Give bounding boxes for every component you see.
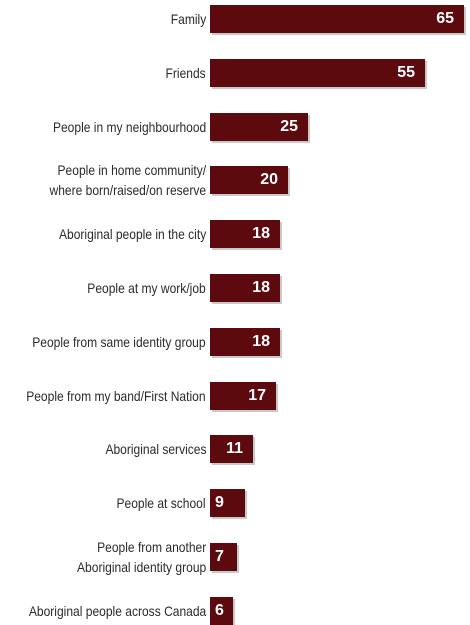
bar (210, 220, 280, 249)
category-label: People from another Aboriginal identity g… (76, 539, 206, 575)
bar-value-label: 18 (252, 279, 270, 296)
bar-value-label: 55 (397, 63, 415, 81)
bar-chart: Family 65 Friends 55 People in my neighbourh… (26, 5, 464, 625)
bar (210, 274, 280, 302)
bar-value-label: 25 (280, 117, 298, 135)
bar (210, 5, 464, 33)
bar-value-label: 18 (252, 332, 270, 350)
bar (210, 112, 308, 141)
bar (210, 381, 276, 410)
bar (210, 435, 253, 464)
bar-value-label: 9 (215, 494, 224, 512)
category-label: Aboriginal services (104, 441, 206, 458)
bar-value-label: 6 (215, 601, 224, 619)
bar (210, 327, 280, 356)
bar-value-label: 18 (252, 225, 270, 243)
category-label: People at school (116, 495, 206, 512)
bar-value-label: 17 (248, 386, 266, 404)
bar (210, 489, 245, 518)
bar-value-label: 7 (215, 548, 224, 565)
category-label: Aboriginal people across Canada (28, 602, 206, 619)
category-label: Family (170, 11, 206, 27)
category-label: Aboriginal people in the city (58, 226, 206, 243)
category-label: Friends (165, 64, 206, 81)
bar (210, 58, 425, 87)
bar (210, 543, 237, 571)
category-label: People from my band/First Nation (26, 387, 206, 404)
bar-value-label: 11 (226, 440, 243, 458)
category-label: People in home community/where born/rais… (49, 162, 206, 199)
category-label: People in my neighbourhood (52, 118, 206, 135)
bar-value-label: 65 (436, 10, 454, 27)
bar-value-label: 20 (260, 171, 278, 189)
bar (210, 166, 288, 195)
category-label: People at my work/job (87, 280, 206, 296)
category-label: People from same identity group (32, 333, 206, 350)
